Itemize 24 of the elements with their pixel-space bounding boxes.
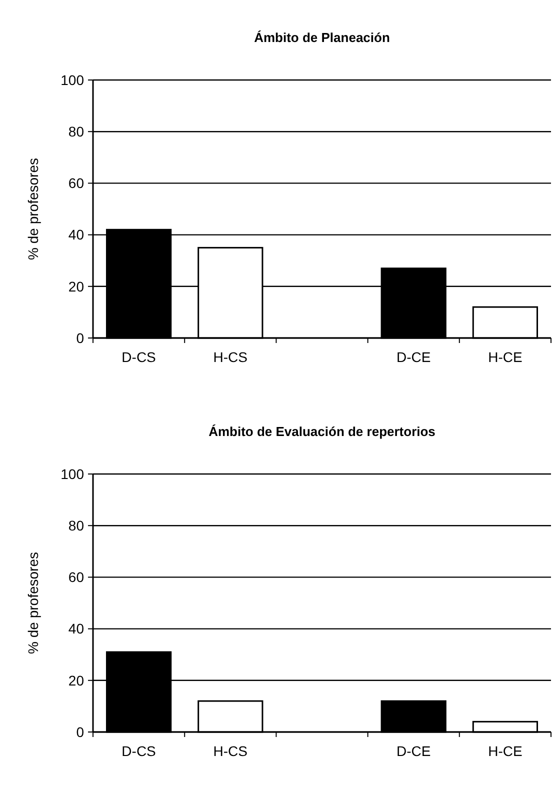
y-axis-title: % de profesores	[25, 552, 41, 654]
x-tick-label: H-CS	[213, 743, 248, 759]
y-tick-label: 100	[60, 72, 84, 88]
x-tick-label: H-CE	[488, 349, 522, 365]
x-tick-label: D-CE	[396, 743, 431, 759]
y-tick-label: 40	[68, 226, 84, 243]
y-axis-title: % de profesores	[25, 158, 41, 260]
x-tick-label: D-CS	[122, 349, 156, 365]
y-tick-label: 20	[68, 278, 84, 294]
x-tick-label: D-CS	[122, 743, 156, 759]
y-tick-label: 20	[68, 672, 84, 688]
y-tick-label: 0	[76, 724, 84, 740]
y-tick-label: 40	[68, 620, 84, 637]
x-tick-label: H-CE	[488, 743, 522, 759]
y-tick-label: 60	[68, 569, 84, 586]
chart-title: Ámbito de Planeación	[254, 30, 390, 45]
y-tick-label: 100	[60, 466, 84, 482]
y-tick-label: 60	[68, 175, 84, 192]
y-tick-label: 0	[76, 330, 84, 346]
x-tick-label: D-CE	[396, 349, 431, 365]
chart-title: Ámbito de Evaluación de repertorios	[208, 424, 436, 439]
x-tick-label: H-CS	[213, 349, 248, 365]
y-tick-label: 80	[68, 518, 84, 534]
y-tick-label: 80	[68, 124, 84, 140]
